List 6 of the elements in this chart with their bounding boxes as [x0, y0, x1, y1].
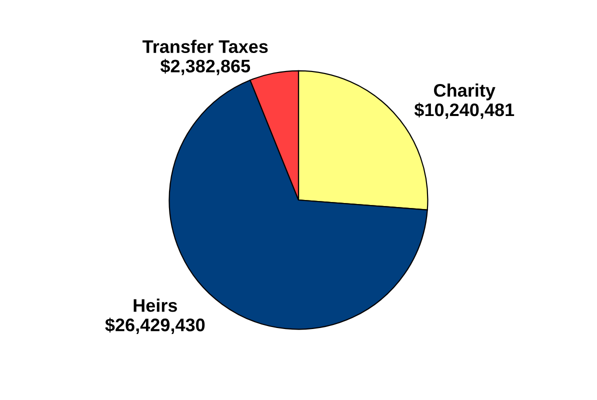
slice-label: Transfer Taxes	[142, 40, 268, 54]
data-label: $2,382,865	[160, 58, 250, 76]
slice-label: Charity	[434, 84, 496, 100]
slice-label: Heirs	[134, 298, 177, 312]
data-label: $10,240,481	[414, 102, 514, 119]
data-label: $26,429,430	[105, 318, 205, 334]
